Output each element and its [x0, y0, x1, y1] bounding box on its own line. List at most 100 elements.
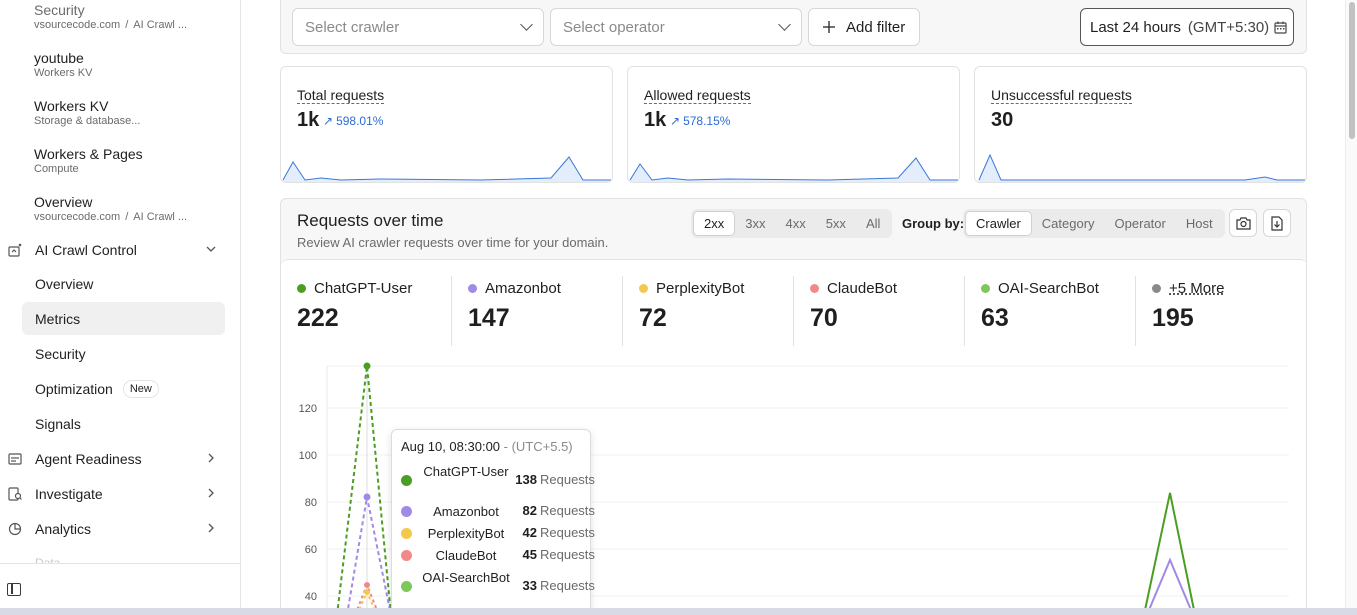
screenshot-button[interactable] — [1229, 209, 1257, 237]
sidebar-toggle-icon[interactable] — [7, 583, 21, 596]
download-button[interactable] — [1263, 209, 1291, 237]
stat-name: ChatGPT-User — [314, 280, 413, 297]
tab-operator[interactable]: Operator — [1114, 216, 1166, 231]
tooltip-row-name: ChatGPT-User — [423, 464, 509, 479]
stat-value: 70 — [810, 304, 838, 332]
stat-claudebot[interactable]: ClaudeBot 70 — [810, 280, 897, 346]
more-link[interactable]: +5 More — [1169, 280, 1225, 297]
card-label[interactable]: Allowed requests — [644, 87, 751, 104]
legend-dot — [401, 475, 412, 486]
divider — [964, 276, 965, 346]
sidebar-section-analytics[interactable]: Analytics — [8, 515, 224, 543]
panel-title: Requests over time — [297, 211, 444, 230]
card-change: ↗ 598.01% — [323, 114, 383, 128]
stat-name: ClaudeBot — [827, 280, 898, 297]
tab-4xx[interactable]: 4xx — [785, 216, 806, 231]
unsuccessful-requests-sparkline — [975, 153, 1306, 182]
status-code-tabs: 2xx 3xx 4xx 5xx All — [691, 209, 893, 238]
tooltip-row-perplexitybot: PerplexityBot 42 Requests — [401, 525, 595, 543]
stat-more[interactable]: +5 More 195 — [1152, 280, 1224, 346]
series-line-chatgpt-user-b — [1144, 492, 1195, 611]
stat-amazonbot[interactable]: Amazonbot 147 — [468, 280, 561, 346]
tab-2xx[interactable]: 2xx — [693, 211, 736, 236]
sidebar-item-workers-kv[interactable]: Workers KV Storage & database... — [34, 98, 140, 128]
legend-dot — [639, 284, 648, 293]
series-line-amazonbot-b — [1148, 557, 1192, 611]
tab-3xx[interactable]: 3xx — [745, 216, 766, 231]
divider — [1135, 276, 1136, 346]
card-value: 30 — [991, 109, 1014, 131]
sidebar-item-signals[interactable]: Signals — [35, 415, 81, 432]
data-point-amazonbot[interactable] — [363, 493, 371, 501]
stat-name: Amazonbot — [485, 280, 561, 297]
time-range-picker[interactable]: Last 24 hours (GMT+5:30) — [1080, 8, 1294, 46]
card-label[interactable]: Total requests — [297, 87, 385, 104]
tooltip-row-unit: Requests — [540, 503, 595, 518]
tooltip-row-unit: Requests — [540, 525, 595, 540]
scrollbar-thumb[interactable] — [1349, 2, 1355, 139]
card-label[interactable]: Unsuccessful requests — [991, 87, 1132, 104]
sidebar-item-subtitle: vsourcecode.com / AI Crawl ... — [34, 19, 187, 32]
sidebar: Security vsourcecode.com / AI Crawl ... yo… — [0, 0, 241, 615]
legend-dot — [810, 284, 819, 293]
chevron-down-icon — [206, 243, 216, 257]
page-scrollbar[interactable] — [1345, 0, 1357, 615]
sidebar-item-overview[interactable]: Overview — [35, 275, 94, 292]
sidebar-section-label: Agent Readiness — [35, 451, 142, 467]
tooltip-row-unit: Requests — [540, 472, 595, 487]
stat-value: 72 — [639, 304, 667, 332]
y-tick-label: 120 — [299, 403, 317, 415]
stat-perplexitybot[interactable]: PerplexityBot 72 — [639, 280, 744, 346]
sub-domain: vsourcecode.com — [34, 19, 121, 31]
stat-chatgpt-user[interactable]: ChatGPT-User 222 — [297, 280, 412, 346]
tooltip-row-value: 138 — [515, 472, 537, 487]
chevron-right-icon — [206, 487, 216, 501]
calendar-icon — [1274, 21, 1287, 34]
tooltip-row-oai-searchbot: OAI-SearchBot 33 Requests — [401, 569, 595, 603]
sidebar-footer — [0, 563, 240, 615]
data-point-perplexitybot[interactable] — [364, 589, 370, 595]
tab-all[interactable]: All — [865, 216, 881, 231]
total-requests-sparkline — [281, 156, 612, 182]
tab-crawler[interactable]: Crawler — [965, 211, 1032, 236]
tab-host[interactable]: Host — [1185, 216, 1213, 231]
tab-category[interactable]: Category — [1041, 216, 1095, 231]
trend-up-icon: ↗ — [323, 114, 334, 128]
main-content: Select crawler Select operator Add filte… — [241, 0, 1345, 615]
add-filter-button[interactable]: Add filter — [808, 8, 920, 46]
sidebar-item-youtube[interactable]: youtube Workers KV — [34, 50, 92, 80]
chart-tooltip: Aug 10, 08:30:00 - (UTC+5.5) ChatGPT-Use… — [391, 429, 595, 615]
sidebar-item-optimization[interactable]: Optimization New — [22, 372, 225, 405]
tooltip-row-name: ClaudeBot — [435, 548, 497, 563]
y-tick-label: 60 — [305, 544, 317, 556]
sidebar-item-security-recent[interactable]: Security vsourcecode.com / AI Crawl ... — [34, 2, 187, 32]
tooltip-row-value: 82 — [522, 503, 537, 518]
sidebar-item-workers-pages[interactable]: Workers & Pages Compute — [34, 146, 143, 176]
sidebar-item-title: Security — [34, 2, 85, 18]
y-tick-label: 40 — [305, 591, 317, 603]
legend-dot — [981, 284, 990, 293]
divider — [622, 276, 623, 346]
sidebar-item-subtitle: Storage & database... — [34, 115, 141, 127]
sidebar-section-ai-crawl-control[interactable]: AI Crawl Control — [8, 236, 224, 264]
stat-oai-searchbot[interactable]: OAI-SearchBot 63 — [981, 280, 1099, 346]
operator-select[interactable]: Select operator — [550, 8, 802, 46]
tooltip-row-chatgpt-user: ChatGPT-User 138 Requests — [401, 463, 595, 497]
sidebar-section-investigate[interactable]: Investigate — [8, 480, 224, 508]
sidebar-section-agent-readiness[interactable]: Agent Readiness — [8, 445, 224, 473]
sidebar-item-overview-recent[interactable]: Overview vsourcecode.com / AI Crawl ... — [34, 194, 187, 224]
sidebar-item-metrics[interactable]: Metrics — [22, 302, 225, 335]
tab-5xx[interactable]: 5xx — [825, 216, 846, 231]
sidebar-section-label: AI Crawl Control — [35, 242, 137, 258]
data-point-claudebot[interactable] — [364, 582, 370, 588]
tooltip-row-value: 42 — [522, 525, 537, 540]
tooltip-row-name: PerplexityBot — [427, 526, 505, 541]
crawler-select[interactable]: Select crawler — [292, 8, 544, 46]
sidebar-item-security[interactable]: Security — [35, 345, 86, 362]
plus-icon — [823, 21, 835, 33]
sub-page: AI Crawl ... — [133, 19, 188, 31]
data-point-chatgpt-user[interactable] — [363, 362, 371, 370]
sidebar-item-title: Overview — [34, 194, 93, 210]
stat-name: OAI-SearchBot — [998, 280, 1099, 297]
y-tick-label: 100 — [299, 450, 317, 462]
